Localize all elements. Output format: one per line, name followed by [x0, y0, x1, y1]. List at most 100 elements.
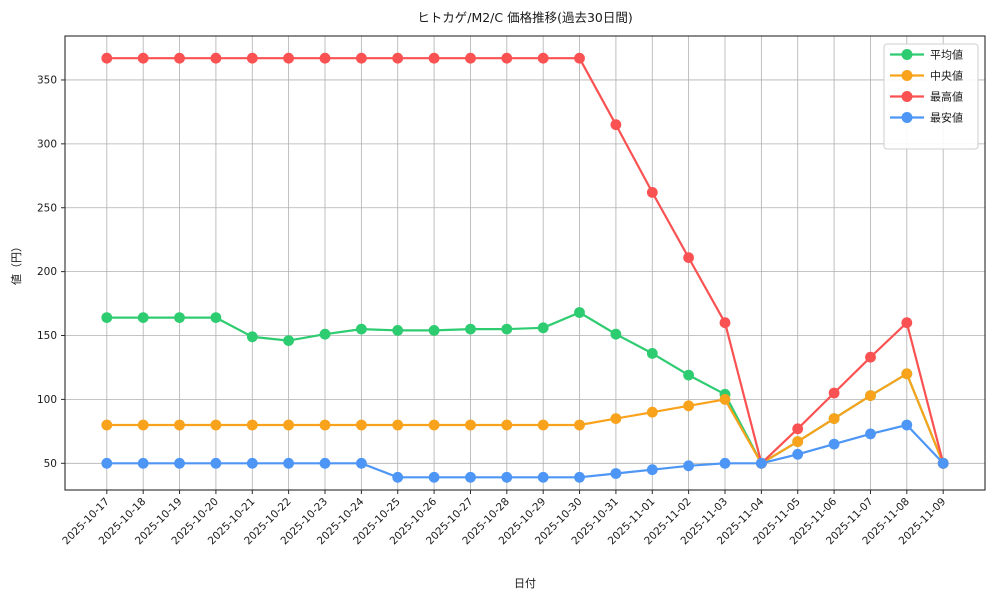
data-point-median — [101, 419, 113, 431]
data-point-avg — [683, 369, 694, 381]
data-point-max — [537, 52, 549, 64]
data-point-median — [465, 419, 476, 431]
series-min — [101, 419, 949, 483]
data-point-median — [537, 419, 549, 431]
data-point-avg — [537, 322, 549, 334]
data-point-avg — [574, 307, 585, 318]
data-point-min — [356, 457, 367, 469]
data-point-min — [101, 457, 113, 469]
legend-marker-avg — [901, 49, 913, 60]
data-point-max — [283, 52, 294, 64]
y-tick-label: 300 — [37, 138, 57, 150]
data-point-max — [683, 252, 694, 263]
series-layer — [101, 52, 949, 483]
data-point-median — [392, 419, 404, 431]
legend-item-avg: 平均値 — [890, 48, 963, 61]
legend-marker-min — [901, 112, 913, 123]
data-point-max — [246, 52, 258, 64]
data-point-max — [646, 187, 658, 198]
y-axis-label: 値（円） — [10, 241, 23, 285]
data-point-min — [719, 457, 731, 469]
data-point-median — [174, 419, 185, 431]
data-point-min — [683, 460, 694, 472]
x-axis-label: 日付 — [514, 577, 536, 590]
data-point-median — [865, 390, 876, 401]
data-point-min — [646, 464, 658, 476]
data-point-median — [646, 406, 658, 418]
y-tick-label: 350 — [37, 75, 57, 87]
data-point-max — [356, 52, 367, 64]
plot-border — [64, 35, 986, 491]
data-point-max — [719, 317, 731, 329]
data-point-avg — [210, 312, 222, 323]
data-point-min — [937, 457, 949, 469]
chart-title: ヒトカゲ/M2/C 価格推移(過去30日間) — [417, 10, 633, 25]
data-point-min — [792, 448, 804, 460]
data-point-max — [792, 423, 804, 435]
legend-marker-median — [901, 70, 913, 81]
data-point-avg — [319, 328, 331, 340]
y-tick-label: 200 — [37, 266, 57, 278]
data-point-max — [210, 52, 222, 64]
data-point-min — [319, 457, 331, 469]
data-point-min — [865, 428, 876, 440]
data-point-min — [756, 457, 767, 469]
data-point-median — [719, 394, 731, 405]
data-point-median — [501, 419, 513, 431]
legend-label-median: 中央値 — [930, 69, 963, 82]
data-point-avg — [501, 323, 513, 335]
data-point-max — [174, 52, 185, 64]
data-point-avg — [465, 323, 476, 335]
data-point-median — [428, 419, 440, 431]
legend-label-min: 最安値 — [930, 110, 963, 124]
data-point-avg — [356, 323, 367, 335]
series-median — [101, 368, 949, 469]
data-point-avg — [428, 325, 440, 336]
data-point-min — [428, 471, 440, 483]
data-point-avg — [392, 325, 404, 336]
data-point-min — [828, 438, 840, 450]
data-point-median — [610, 413, 622, 424]
legend-item-max: 最高値 — [890, 89, 963, 103]
y-tick-label: 100 — [37, 394, 57, 406]
data-point-median — [574, 419, 585, 431]
legend-item-median: 中央値 — [890, 69, 963, 82]
data-point-max — [101, 52, 113, 64]
legend-marker-max — [901, 91, 913, 102]
data-point-median — [319, 419, 331, 431]
data-point-max — [574, 52, 585, 64]
data-point-min — [137, 457, 149, 469]
axes-spines — [64, 35, 986, 491]
data-point-avg — [283, 335, 294, 346]
data-point-median — [683, 400, 694, 412]
data-point-min — [465, 471, 476, 483]
data-point-max — [319, 52, 331, 64]
data-point-median — [283, 419, 294, 431]
data-point-median — [792, 436, 804, 447]
data-point-median — [356, 419, 367, 431]
data-point-max — [428, 52, 440, 64]
data-point-max — [828, 387, 840, 399]
data-point-min — [210, 457, 222, 469]
series-line-min — [105, 423, 945, 479]
data-point-max — [501, 52, 513, 64]
data-point-median — [828, 413, 840, 424]
data-point-avg — [610, 328, 622, 340]
data-point-avg — [646, 348, 658, 359]
data-point-min — [501, 471, 513, 483]
data-point-min — [574, 471, 585, 483]
series-line-median — [105, 372, 945, 465]
data-point-max — [392, 52, 404, 64]
data-point-max — [901, 317, 913, 329]
data-point-avg — [101, 312, 113, 323]
data-point-median — [137, 419, 149, 431]
data-point-min — [537, 471, 549, 483]
data-point-median — [246, 419, 258, 431]
data-point-median — [210, 419, 222, 431]
y-tick-label: 50 — [44, 458, 57, 470]
legend-label-avg: 平均値 — [930, 48, 963, 61]
data-point-avg — [246, 331, 258, 343]
